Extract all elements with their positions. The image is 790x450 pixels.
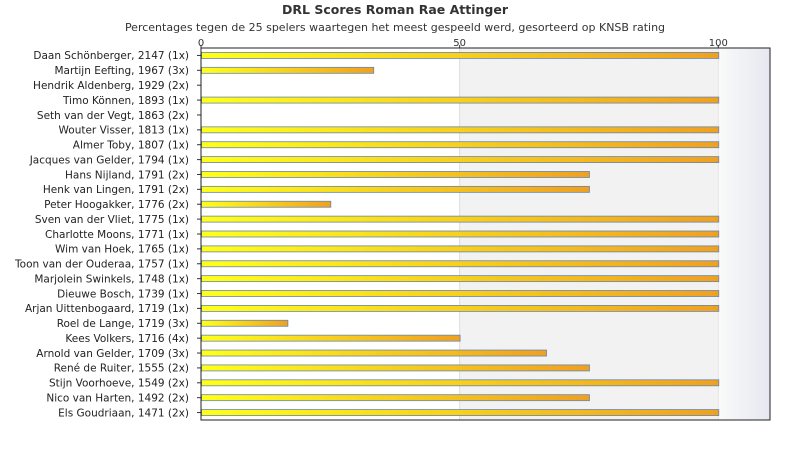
- category-label: Marjolein Swinkels, 1748 (1x): [34, 273, 189, 285]
- bar: [201, 96, 720, 104]
- chart-title: DRL Scores Roman Rae Attinger: [282, 2, 509, 17]
- category-label: Peter Hoogakker, 1776 (2x): [44, 199, 189, 211]
- category-label: Timo Können, 1893 (1x): [62, 95, 189, 107]
- bar: [201, 304, 720, 312]
- category-label: Dieuwe Bosch, 1739 (1x): [57, 288, 189, 300]
- category-label: Charlotte Moons, 1771 (1x): [45, 229, 189, 241]
- x-tick-label: 100: [709, 38, 728, 49]
- band-over-100: [718, 48, 770, 420]
- bar: [201, 334, 461, 342]
- bar: [201, 156, 720, 164]
- category-label: Wouter Visser, 1813 (1x): [59, 125, 190, 137]
- category-label: Hans Nijland, 1791 (2x): [65, 169, 189, 181]
- bar: [201, 245, 720, 253]
- bar: [201, 126, 720, 134]
- bar: [201, 171, 590, 178]
- bar: [201, 141, 720, 149]
- category-label: Sven van der Vliet, 1775 (1x): [35, 214, 189, 226]
- category-label: Stijn Voorhoeve, 1549 (2x): [49, 378, 189, 390]
- category-label: Hendrik Aldenberg, 1929 (2x): [33, 80, 189, 92]
- bar: [201, 349, 547, 357]
- category-label: Henk van Lingen, 1791 (2x): [43, 184, 189, 196]
- category-label: Daan Schönberger, 2147 (1x): [33, 50, 189, 62]
- bar: [201, 394, 590, 402]
- category-label: Wim van Hoek, 1765 (1x): [55, 244, 189, 256]
- bar: [201, 52, 720, 59]
- chart-subtitle: Percentages tegen de 25 spelers waartege…: [125, 21, 665, 34]
- category-label: Arjan Uittenbogaard, 1719 (1x): [25, 303, 189, 315]
- category-label: Els Goudriaan, 1471 (2x): [58, 407, 189, 419]
- plot-frame: [200, 47, 771, 421]
- bar: [201, 185, 590, 193]
- x-tick-label: 0: [198, 38, 204, 49]
- category-label: Roel de Lange, 1719 (3x): [57, 318, 189, 330]
- category-label: Almer Toby, 1807 (1x): [73, 140, 189, 152]
- category-label: Arnold van Gelder, 1709 (3x): [36, 348, 189, 360]
- bar: [201, 66, 375, 74]
- x-tick-label: 50: [453, 38, 466, 49]
- category-label: Kees Volkers, 1716 (4x): [65, 333, 189, 345]
- bar: [201, 230, 720, 238]
- bar: [201, 200, 332, 208]
- category-label: Toon van der Ouderaa, 1757 (1x): [14, 259, 189, 271]
- category-label: Martijn Eefting, 1967 (3x): [54, 65, 189, 77]
- bar: [201, 290, 720, 297]
- category-label: Seth van der Vegt, 1863 (2x): [37, 110, 189, 122]
- category-label: René de Ruiter, 1555 (2x): [54, 363, 189, 375]
- category-label: Nico van Harten, 1492 (2x): [46, 392, 189, 404]
- category-label: Jacques van Gelder, 1794 (1x): [29, 154, 189, 166]
- bar: [201, 260, 720, 268]
- bar: [201, 275, 720, 283]
- bar: [201, 364, 590, 372]
- bar: [201, 379, 720, 387]
- bar: [201, 409, 720, 416]
- bar: [201, 319, 289, 327]
- bar: [201, 215, 720, 223]
